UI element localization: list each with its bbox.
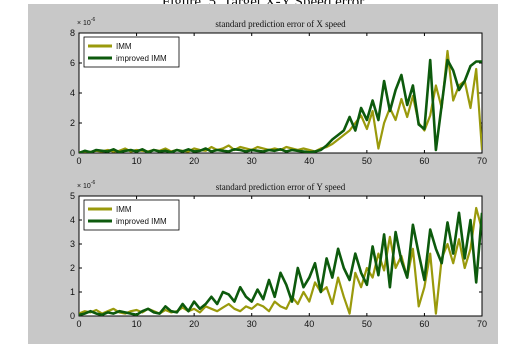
exponent-base: × 10 [77, 20, 91, 27]
legend-label: improved IMM [116, 217, 167, 226]
legend-box [83, 36, 180, 68]
y-tick-label: 2 [70, 263, 75, 273]
y-tick-label: 4 [70, 215, 75, 225]
chart-title: standard prediction error of Y speed [216, 182, 346, 192]
legend: IMM improved IMM [83, 199, 180, 231]
x-tick-label: 30 [247, 156, 257, 166]
x-tick-label: 40 [304, 319, 314, 329]
y-tick-label: 8 [70, 28, 75, 38]
legend-label: IMM [116, 42, 132, 51]
legend-label: IMM [116, 205, 132, 214]
chart-title: standard prediction error of X speed [215, 19, 346, 29]
legend-label: improved IMM [116, 54, 167, 63]
exponent-base: × 10 [77, 183, 91, 190]
x-tick-label: 60 [419, 156, 429, 166]
y-tick-label: 0 [70, 148, 75, 158]
chart-2: standard prediction error of Y speed × 10… [70, 180, 487, 329]
y-tick-label: 0 [70, 311, 75, 321]
x-tick-label: 10 [132, 319, 142, 329]
x-tick-label: 50 [362, 319, 372, 329]
x-tick-label: 0 [76, 319, 81, 329]
x-tick-label: 0 [76, 156, 81, 166]
y-tick-label: 4 [70, 88, 75, 98]
chart-1: standard prediction error of X speed × 10… [70, 17, 487, 166]
legend-box [83, 199, 180, 231]
x-tick-label: 10 [132, 156, 142, 166]
x-tick-label: 30 [247, 319, 257, 329]
series-line-improved-imm [79, 211, 482, 316]
x-tick-label: 50 [362, 156, 372, 166]
y-tick-label: 3 [70, 239, 75, 249]
legend: IMM improved IMM [83, 36, 180, 68]
x-tick-label: 70 [477, 319, 487, 329]
x-tick-label: 60 [419, 319, 429, 329]
x-tick-label: 20 [189, 319, 199, 329]
exponent-power: -6 [91, 17, 96, 23]
exponent-power: -6 [91, 180, 96, 186]
series-line-improved-imm [79, 58, 482, 153]
y-tick-label: 6 [70, 58, 75, 68]
y-tick-label: 1 [70, 287, 75, 297]
x-tick-label: 20 [189, 156, 199, 166]
y-tick-label: 2 [70, 118, 75, 128]
x-tick-label: 70 [477, 156, 487, 166]
exponent-label: × 10-6 [77, 180, 95, 190]
x-tick-label: 40 [304, 156, 314, 166]
exponent-label: × 10-6 [77, 17, 95, 27]
y-tick-label: 5 [70, 191, 75, 201]
